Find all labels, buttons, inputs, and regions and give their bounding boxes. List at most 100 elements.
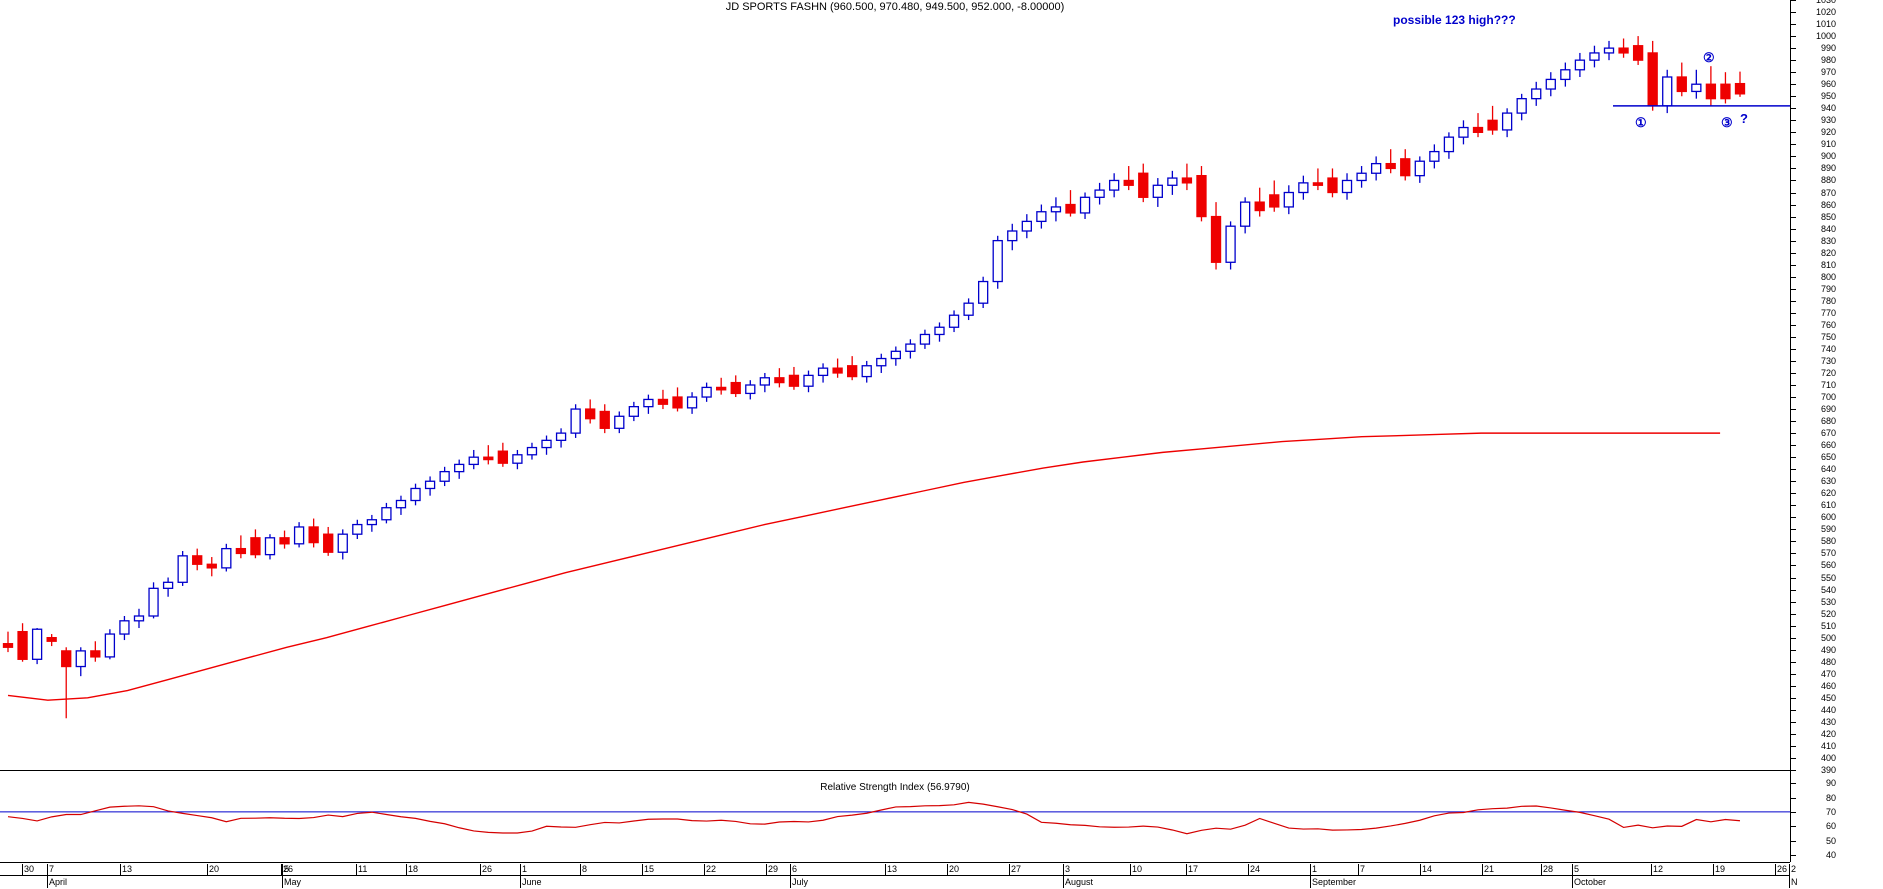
candle[interactable] — [657, 389, 669, 410]
candle[interactable] — [1603, 40, 1615, 61]
candle[interactable] — [788, 366, 800, 390]
candle[interactable] — [1108, 173, 1120, 198]
candle[interactable] — [148, 582, 159, 619]
candle[interactable] — [177, 551, 188, 586]
candle[interactable] — [1734, 71, 1746, 97]
candle[interactable] — [774, 368, 785, 388]
candle[interactable] — [614, 411, 625, 434]
candle[interactable] — [1021, 214, 1032, 239]
candle[interactable] — [264, 534, 276, 560]
candle[interactable] — [162, 577, 174, 597]
candle[interactable] — [1007, 223, 1018, 251]
candle[interactable] — [454, 459, 465, 479]
rsi-panel[interactable] — [0, 776, 1790, 862]
candle[interactable] — [599, 404, 610, 434]
candle[interactable] — [1632, 36, 1644, 65]
candle[interactable] — [803, 370, 814, 393]
candle[interactable] — [1400, 149, 1411, 181]
candle[interactable] — [1269, 180, 1280, 212]
candle[interactable] — [1152, 178, 1163, 207]
candle[interactable] — [672, 387, 683, 412]
candle[interactable] — [934, 322, 945, 342]
candle[interactable] — [1312, 168, 1324, 191]
candle[interactable] — [1560, 62, 1571, 87]
candle[interactable] — [61, 647, 72, 719]
candle[interactable] — [1079, 192, 1091, 219]
candle[interactable] — [104, 629, 116, 660]
candle[interactable] — [410, 483, 421, 506]
candle[interactable] — [497, 442, 509, 467]
candle[interactable] — [192, 548, 203, 571]
candle[interactable] — [1123, 166, 1134, 191]
candle[interactable] — [1036, 204, 1047, 229]
candle[interactable] — [555, 428, 567, 448]
candle[interactable] — [526, 442, 538, 460]
candle[interactable] — [352, 519, 363, 539]
candle[interactable] — [1472, 113, 1484, 138]
candle[interactable] — [468, 449, 479, 470]
candle[interactable] — [1531, 81, 1542, 106]
candle[interactable] — [512, 449, 523, 470]
candle[interactable] — [206, 557, 217, 577]
candle[interactable] — [395, 495, 407, 515]
candle[interactable] — [1385, 149, 1396, 174]
price-panel[interactable] — [0, 0, 1790, 770]
candle[interactable] — [817, 363, 829, 383]
candle[interactable] — [1487, 105, 1498, 135]
candle[interactable] — [31, 628, 43, 665]
candle[interactable] — [46, 634, 57, 647]
candle[interactable] — [716, 377, 727, 395]
candle[interactable] — [1414, 156, 1425, 183]
candle[interactable] — [17, 623, 28, 662]
rsi-plot[interactable] — [0, 776, 1790, 862]
candle[interactable] — [701, 382, 712, 402]
candle[interactable] — [1705, 66, 1717, 106]
candle[interactable] — [1065, 190, 1076, 217]
candle[interactable] — [1225, 221, 1236, 270]
candle[interactable] — [323, 526, 334, 556]
candle[interactable] — [250, 529, 261, 559]
candle[interactable] — [90, 641, 101, 662]
candle[interactable] — [1691, 69, 1702, 99]
candle[interactable] — [75, 647, 86, 677]
candle[interactable] — [1574, 52, 1586, 77]
candle[interactable] — [1210, 202, 1222, 270]
candle[interactable] — [861, 360, 872, 383]
candle[interactable] — [1618, 38, 1629, 58]
candle[interactable] — [992, 235, 1003, 289]
candle[interactable] — [293, 522, 305, 548]
candle[interactable] — [337, 529, 348, 560]
candle[interactable] — [133, 608, 145, 629]
candle[interactable] — [1327, 168, 1338, 198]
candle[interactable] — [308, 518, 319, 548]
candle[interactable] — [876, 353, 887, 373]
candle[interactable] — [1341, 173, 1353, 200]
candle[interactable] — [279, 530, 290, 549]
candle[interactable] — [628, 401, 640, 422]
candle[interactable] — [1298, 175, 1309, 200]
candle[interactable] — [832, 358, 843, 378]
candle[interactable] — [1501, 108, 1513, 138]
candle[interactable] — [119, 616, 130, 641]
candle[interactable] — [1516, 93, 1527, 121]
candle[interactable] — [1356, 166, 1367, 188]
candle[interactable] — [919, 329, 931, 349]
candle[interactable] — [483, 445, 494, 465]
candle[interactable] — [1720, 72, 1731, 104]
candle[interactable] — [759, 372, 771, 393]
candle[interactable] — [1138, 163, 1149, 203]
candle[interactable] — [1283, 185, 1294, 215]
candle[interactable] — [585, 399, 596, 424]
candle[interactable] — [1443, 132, 1455, 159]
candle[interactable] — [905, 339, 916, 359]
candle[interactable] — [570, 404, 581, 438]
candle[interactable] — [1239, 197, 1251, 234]
candle[interactable] — [235, 535, 247, 559]
candle[interactable] — [847, 356, 858, 381]
candle[interactable] — [745, 380, 756, 400]
candle[interactable] — [439, 466, 450, 487]
candle[interactable] — [1589, 45, 1600, 68]
candle[interactable] — [1647, 40, 1658, 111]
candle[interactable] — [1676, 62, 1687, 97]
candle[interactable] — [1094, 182, 1105, 205]
